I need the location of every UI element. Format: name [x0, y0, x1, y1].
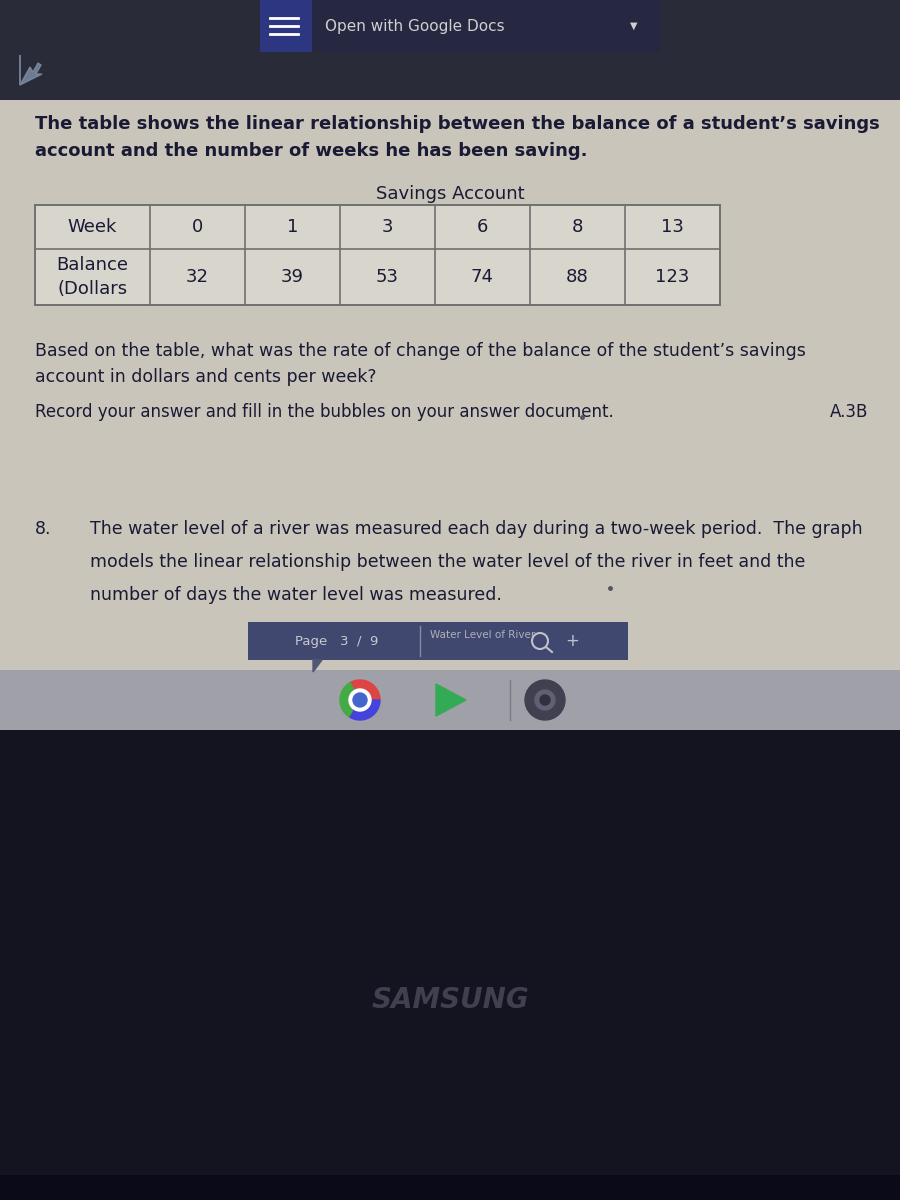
Text: 8: 8 — [572, 218, 583, 236]
Text: 53: 53 — [376, 268, 399, 286]
Bar — [0, 670, 900, 730]
Polygon shape — [20, 55, 42, 85]
Text: 3: 3 — [382, 218, 393, 236]
Text: The table shows the linear relationship between the balance of a student’s savin: The table shows the linear relationship … — [35, 115, 880, 133]
Bar — [35, 205, 720, 305]
Text: 123: 123 — [655, 268, 689, 286]
Text: Open with Google Docs: Open with Google Docs — [325, 18, 505, 34]
Polygon shape — [340, 683, 360, 718]
Text: SAMSUNG: SAMSUNG — [371, 986, 529, 1014]
Circle shape — [535, 690, 555, 710]
Circle shape — [353, 692, 367, 707]
Text: Page   3  /  9: Page 3 / 9 — [295, 635, 378, 648]
Text: 88: 88 — [566, 268, 589, 286]
Text: Water Level of River: Water Level of River — [430, 630, 536, 640]
Bar — [248, 622, 628, 660]
Bar — [0, 50, 900, 100]
Bar — [260, 0, 312, 52]
Text: 13: 13 — [662, 218, 684, 236]
Text: account in dollars and cents per week?: account in dollars and cents per week? — [35, 368, 376, 386]
Text: Balance
(Dollars: Balance (Dollars — [57, 256, 129, 299]
Polygon shape — [350, 700, 380, 720]
Text: The water level of a river was measured each day during a two-week period.  The : The water level of a river was measured … — [90, 520, 862, 538]
Text: 32: 32 — [186, 268, 209, 286]
Circle shape — [349, 689, 371, 710]
Text: 8.: 8. — [35, 520, 51, 538]
Text: number of days the water level was measured.: number of days the water level was measu… — [90, 586, 502, 604]
Polygon shape — [436, 684, 466, 716]
Text: 1: 1 — [287, 218, 298, 236]
Text: 0: 0 — [192, 218, 203, 236]
Circle shape — [525, 680, 565, 720]
Bar — [0, 730, 900, 1200]
Text: models the linear relationship between the water level of the river in feet and : models the linear relationship between t… — [90, 553, 806, 571]
Polygon shape — [350, 680, 380, 700]
Text: ▼: ▼ — [630, 20, 637, 31]
Text: A.3B: A.3B — [830, 403, 868, 421]
Text: 39: 39 — [281, 268, 304, 286]
Text: +: + — [565, 632, 579, 650]
Text: Week: Week — [68, 218, 117, 236]
Bar — [0, 100, 900, 890]
Bar — [0, 0, 900, 50]
Polygon shape — [313, 660, 322, 672]
Bar — [0, 1175, 900, 1200]
Text: account and the number of weeks he has been saving.: account and the number of weeks he has b… — [35, 142, 588, 160]
Bar — [540, 680, 550, 686]
Circle shape — [540, 695, 550, 704]
Text: Savings Account: Savings Account — [375, 185, 525, 203]
Text: Based on the table, what was the rate of change of the balance of the student’s : Based on the table, what was the rate of… — [35, 342, 806, 360]
Text: Record your answer and fill in the bubbles on your answer document.: Record your answer and fill in the bubbl… — [35, 403, 614, 421]
Text: 6: 6 — [477, 218, 488, 236]
Text: 74: 74 — [471, 268, 494, 286]
Bar — [260, 0, 660, 52]
